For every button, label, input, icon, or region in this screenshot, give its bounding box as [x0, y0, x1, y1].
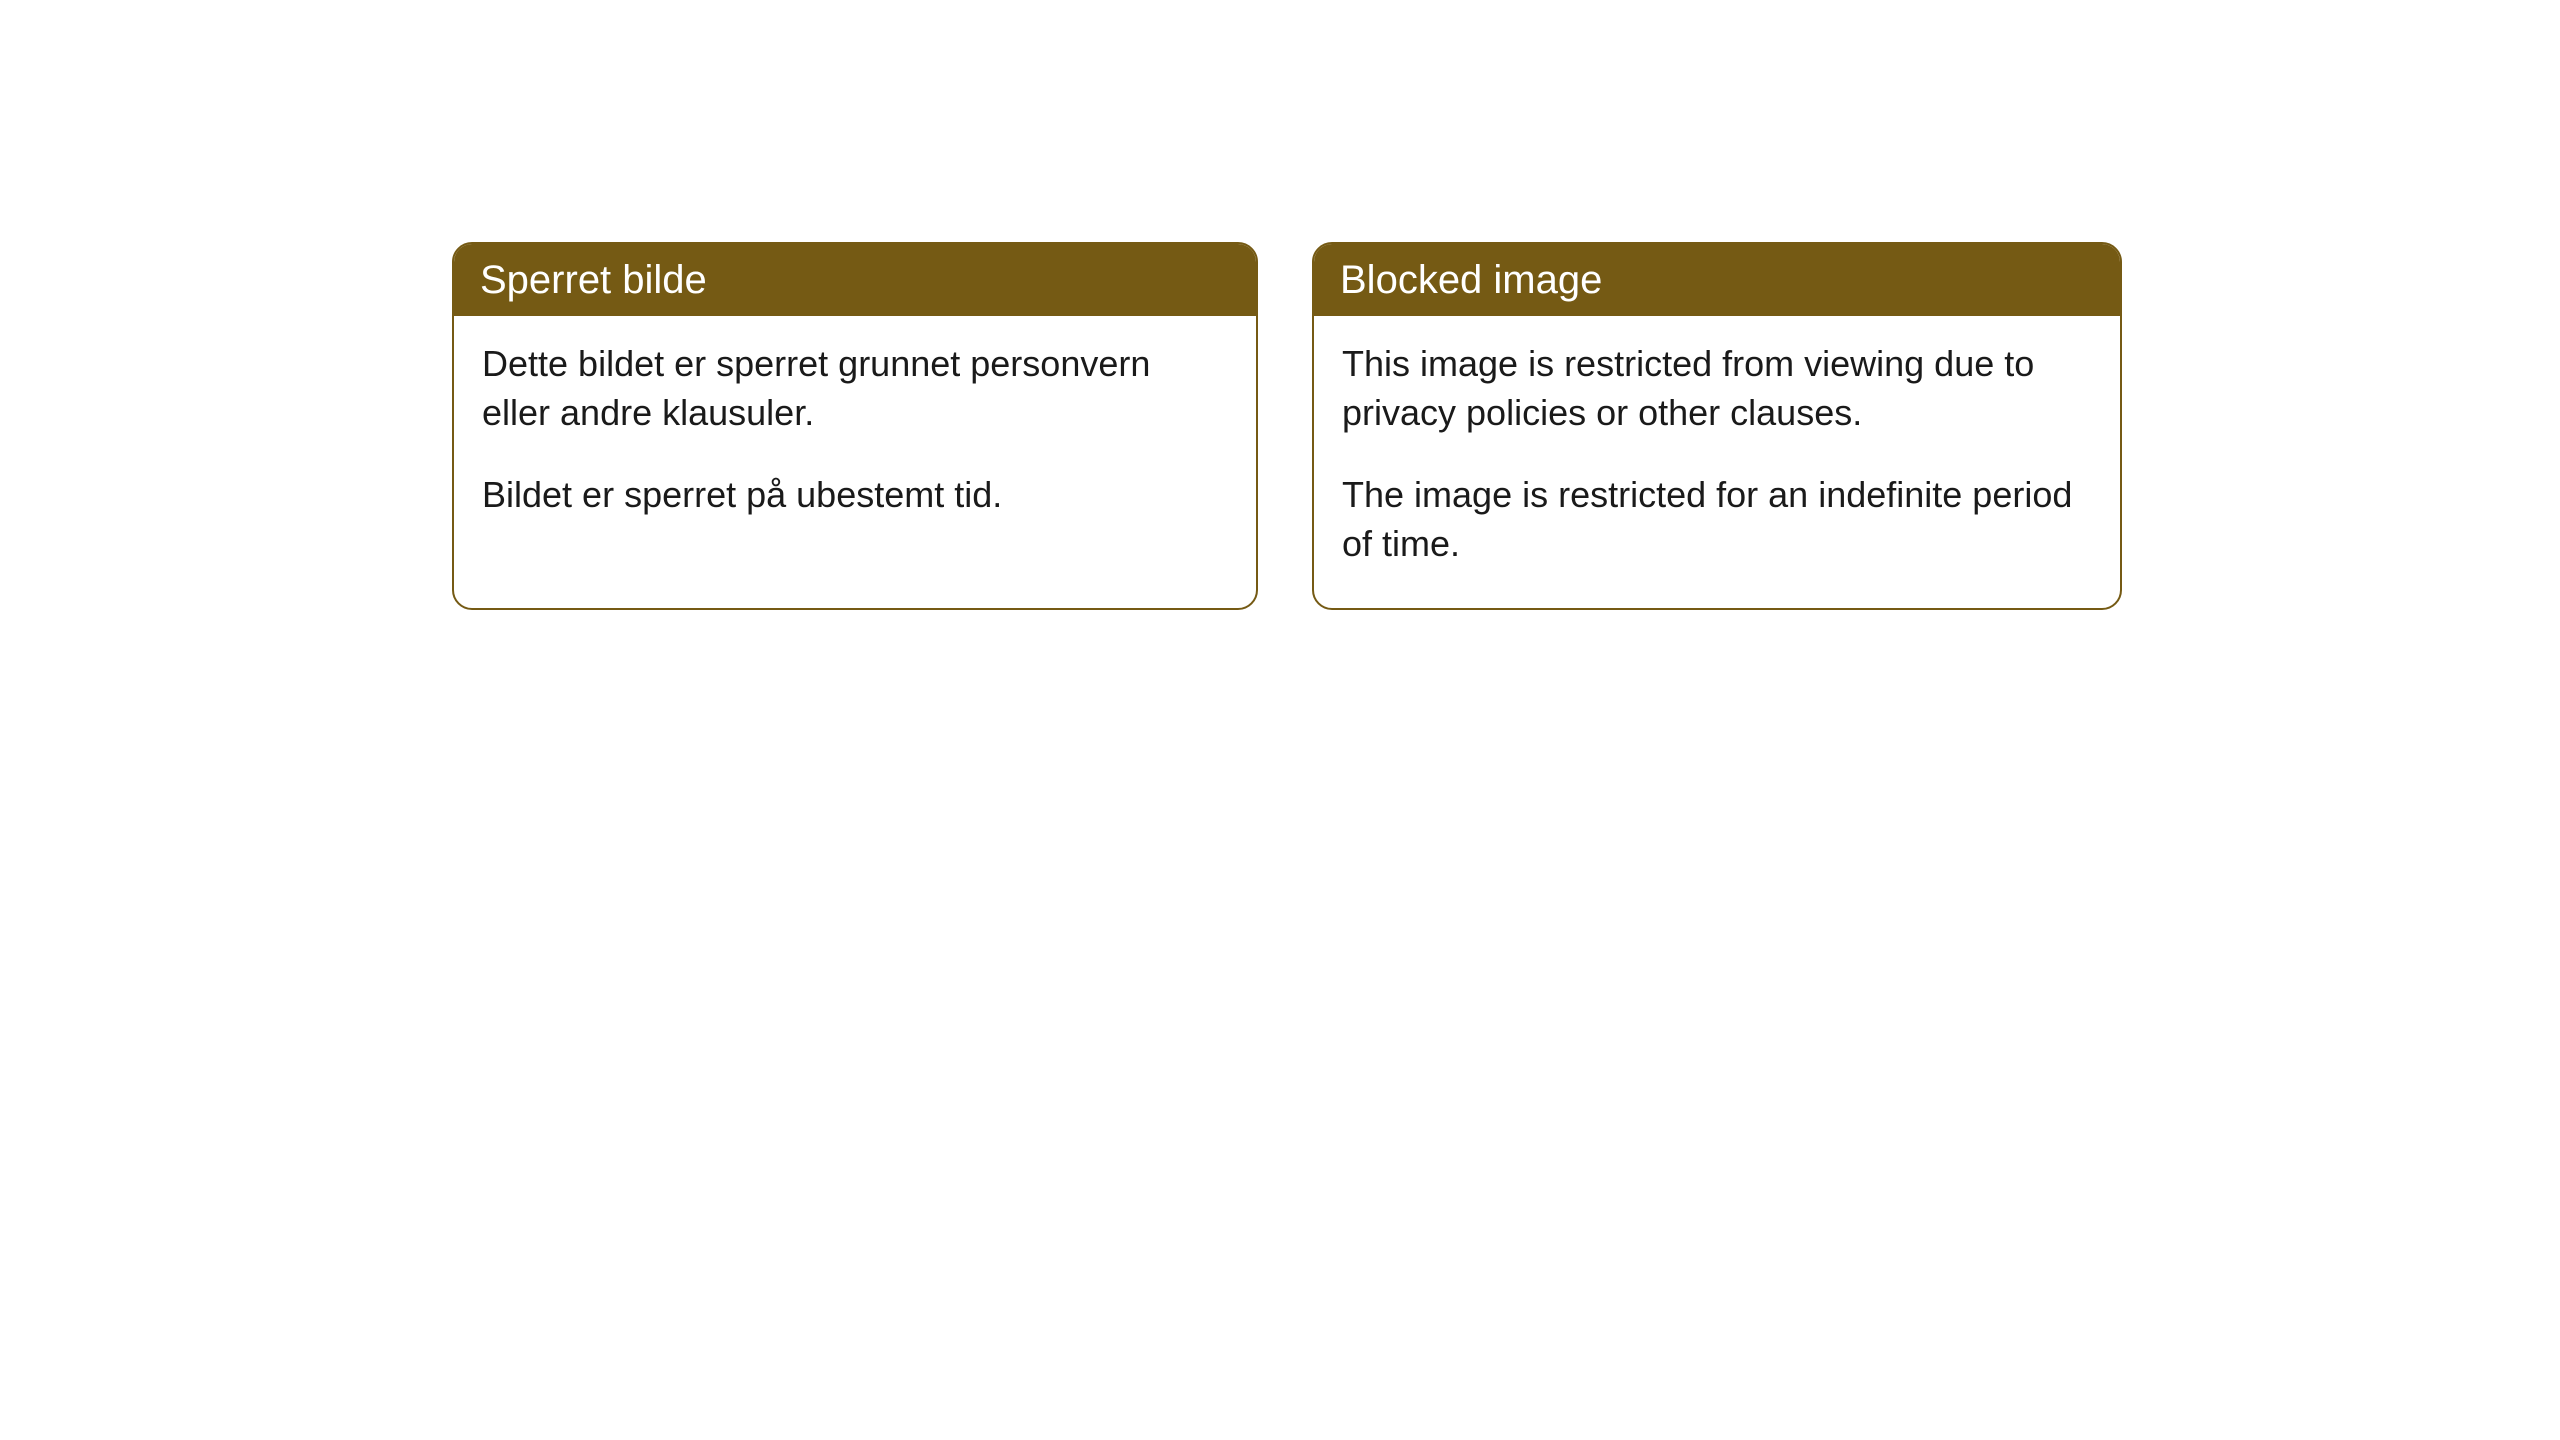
card-header-en: Blocked image — [1314, 244, 2120, 316]
card-paragraph-en-1: This image is restricted from viewing du… — [1342, 340, 2092, 437]
blocked-image-card-no: Sperret bilde Dette bildet er sperret gr… — [452, 242, 1258, 610]
card-body-no: Dette bildet er sperret grunnet personve… — [454, 316, 1256, 560]
card-paragraph-no-1: Dette bildet er sperret grunnet personve… — [482, 340, 1228, 437]
card-header-no: Sperret bilde — [454, 244, 1256, 316]
card-body-en: This image is restricted from viewing du… — [1314, 316, 2120, 608]
blocked-image-card-en: Blocked image This image is restricted f… — [1312, 242, 2122, 610]
card-paragraph-en-2: The image is restricted for an indefinit… — [1342, 471, 2092, 568]
notice-container: Sperret bilde Dette bildet er sperret gr… — [452, 242, 2122, 610]
card-paragraph-no-2: Bildet er sperret på ubestemt tid. — [482, 471, 1228, 520]
